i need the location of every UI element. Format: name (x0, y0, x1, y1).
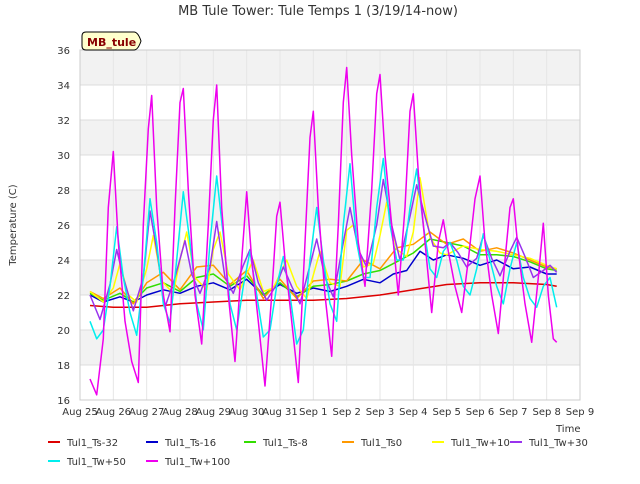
x-tick-label: Sep 3 (366, 407, 394, 418)
x-tick-label: Sep 8 (532, 407, 560, 418)
chart-title: MB Tule Tower: Tule Temps 1 (3/19/14-now… (178, 4, 458, 19)
y-tick-label: 32 (57, 116, 70, 127)
legend-item: Tul1_Ts-8 (244, 438, 308, 449)
legend-item: Tul1_Tw+10 (432, 438, 510, 449)
legend-item: Tul1_Tw+100 (146, 457, 230, 468)
y-axis-ticks: 16 18 20 22 24 26 28 30 32 34 36 (57, 46, 70, 407)
plot-area-border (79, 49, 581, 401)
y-axis-label: Temperature (C) (8, 184, 19, 266)
y-tick-label: 18 (57, 361, 70, 372)
legend-label: Tul1_Ts-8 (262, 438, 308, 449)
x-tick-label: Sep 1 (299, 407, 327, 418)
y-tick-label: 20 (57, 326, 70, 337)
x-tick-label: Aug 25 (62, 407, 97, 418)
x-tick-label: Aug 27 (129, 407, 164, 418)
y-tick-label: 22 (57, 291, 70, 302)
legend-label: Tul1_Tw+100 (164, 457, 230, 468)
y-tick-label: 30 (57, 151, 70, 162)
legend-item: Tul1_Ts-16 (146, 438, 216, 449)
legend-label: Tul1_Ts-16 (164, 438, 216, 449)
legend-item: Tul1_Tw+50 (48, 457, 126, 468)
y-tick-label: 16 (57, 396, 70, 407)
y-tick-label: 28 (57, 186, 70, 197)
legend-item: Tul1_Ts0 (342, 438, 402, 449)
series-line-tul1-tw-100 (89, 66, 558, 396)
plot-band (80, 120, 580, 155)
x-tick-label: Sep 6 (466, 407, 494, 418)
legend-label: Tul1_Tw+30 (528, 438, 588, 449)
site-label-box: MB_tule (81, 31, 142, 51)
site-label: MB_tule (87, 36, 136, 49)
x-tick-label: Sep 7 (499, 407, 527, 418)
x-tick-label: Aug 30 (229, 407, 264, 418)
series-lines (89, 66, 558, 396)
legend: Tul1_Ts-32 Tul1_Ts-16 Tul1_Ts-8 Tul1_Ts0 Tul… (48, 438, 588, 468)
legend-label: Tul1_Ts-32 (66, 438, 118, 449)
x-tick-label: Aug 29 (196, 407, 231, 418)
x-tick-label: Aug 31 (262, 407, 297, 418)
y-tick-label: 24 (57, 256, 70, 267)
x-tick-label: Aug 28 (162, 407, 197, 418)
x-tick-label: Sep 2 (332, 407, 360, 418)
x-tick-label: Aug 26 (96, 407, 131, 418)
legend-label: Tul1_Tw+10 (450, 438, 510, 449)
x-tick-label: Sep 9 (566, 407, 594, 418)
legend-item: Tul1_Tw+30 (510, 438, 588, 449)
x-tick-label: Sep 5 (432, 407, 460, 418)
legend-label: Tul1_Tw+50 (66, 457, 126, 468)
x-axis-label: Time (555, 424, 580, 435)
plot-band (80, 50, 580, 85)
legend-label: Tul1_Ts0 (360, 438, 402, 449)
x-tick-label: Sep 4 (399, 407, 427, 418)
y-tick-label: 26 (57, 221, 70, 232)
y-tick-label: 34 (57, 81, 70, 92)
y-tick-label: 36 (57, 46, 70, 57)
legend-item: Tul1_Ts-32 (48, 438, 118, 449)
plot-band (80, 190, 580, 225)
plot-bands (80, 50, 580, 365)
